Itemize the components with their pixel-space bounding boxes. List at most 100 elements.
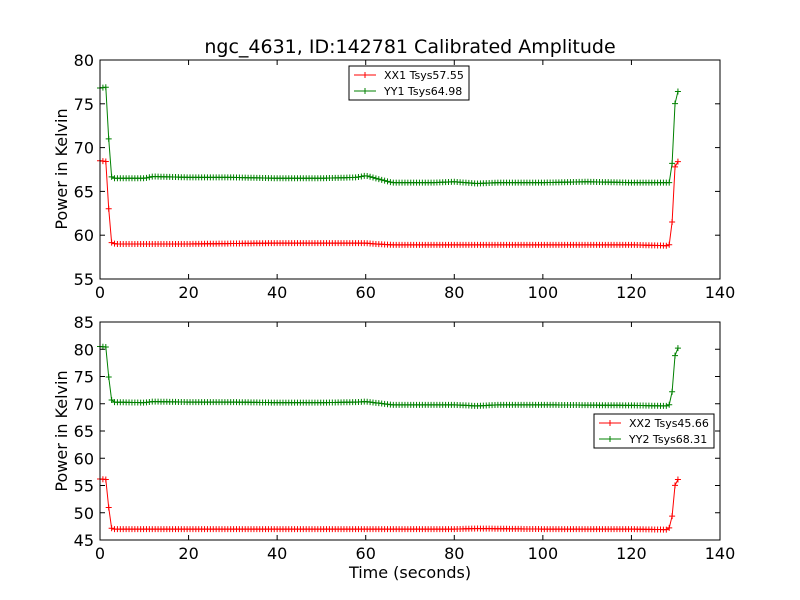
series-yy2	[97, 343, 681, 409]
top-plot-panel: 0 20 40 60 80 100 120 140 55 60 65 70 75 80 XX1 Tsys57…	[74, 51, 736, 302]
series-line	[99, 86, 679, 184]
x-tick-label: 80	[444, 283, 464, 302]
legend-marker	[362, 88, 368, 94]
data-point-marker	[672, 100, 679, 107]
data-point-marker	[105, 135, 112, 142]
y-tick-label: 70	[74, 395, 94, 414]
bottom-plot-panel: 0 20 40 60 80 100 120 140 45 50 55 60 65 70 75 80 85 XX2 …	[74, 313, 736, 563]
data-point-marker	[146, 174, 153, 181]
series-line	[99, 160, 679, 247]
x-tick-label: 0	[95, 283, 105, 302]
series-line	[99, 346, 679, 407]
data-point-marker	[666, 524, 673, 531]
data-point-marker	[672, 482, 679, 489]
data-point-marker	[666, 401, 673, 408]
data-point-marker	[358, 173, 365, 180]
data-point-marker	[364, 173, 371, 180]
x-tick-label: 120	[616, 283, 647, 302]
x-tick-label: 140	[705, 283, 736, 302]
data-point-marker	[108, 525, 115, 532]
axes-frame	[99, 59, 721, 280]
y-tick-label: 60	[74, 449, 94, 468]
data-point-marker	[669, 218, 676, 225]
data-point-marker	[355, 174, 362, 181]
legend-marker	[607, 436, 613, 442]
data-point-marker	[669, 388, 676, 395]
data-point-marker	[384, 178, 391, 185]
data-point-marker	[105, 374, 112, 380]
y-tick-label: 80	[74, 51, 94, 70]
data-point-marker	[369, 174, 376, 181]
data-point-marker	[666, 179, 673, 186]
data-point-marker	[674, 476, 681, 483]
legend-box	[348, 65, 470, 101]
x-tick-label: 100	[528, 544, 559, 563]
data-point-marker	[666, 241, 673, 248]
x-tick-label: 60	[356, 283, 376, 302]
series-xx1	[97, 157, 681, 249]
y-tick-label: 45	[74, 531, 94, 550]
data-point-marker	[669, 160, 676, 167]
series-xx2	[97, 475, 681, 533]
data-point-marker	[381, 177, 388, 184]
x-axis-label: Time (seconds)	[348, 563, 471, 582]
data-point-marker	[674, 88, 681, 95]
data-point-marker	[378, 176, 385, 183]
series-line	[99, 478, 679, 531]
data-point-marker	[102, 84, 109, 91]
data-point-marker	[108, 173, 115, 180]
data-point-marker	[102, 476, 109, 483]
legend-box	[593, 413, 715, 449]
x-tick-label: 40	[267, 544, 287, 563]
y-tick-label: 65	[74, 182, 94, 201]
x-tick-label: 100	[528, 283, 559, 302]
x-tick-label: 140	[705, 544, 736, 563]
x-tick-label: 40	[267, 283, 287, 302]
data-point-marker	[105, 504, 112, 511]
data-point-marker	[367, 173, 374, 180]
data-point-marker	[674, 158, 681, 165]
chart-title: ngc_4631, ID:142781 Calibrated Amplitude	[204, 36, 615, 58]
y-tick-label: 55	[74, 270, 94, 289]
y-tick-label: 75	[74, 368, 94, 387]
data-point-marker	[672, 163, 679, 170]
legend-label: YY2 Tsys68.31	[628, 433, 707, 446]
y-tick-label: 75	[74, 95, 94, 114]
legend-label: XX1 Tsys57.55	[384, 69, 464, 82]
x-tick-label: 60	[356, 544, 376, 563]
data-point-marker	[672, 352, 679, 359]
data-point-marker	[669, 513, 676, 520]
y-axis-label-bottom: Power in Kelvin	[52, 370, 71, 491]
legend: XX1 Tsys57.55 YY1 Tsys64.98	[348, 65, 470, 101]
data-point-marker	[143, 174, 150, 181]
data-point-marker	[102, 344, 109, 350]
data-point-marker	[102, 158, 109, 165]
legend: XX2 Tsys45.66 YY2 Tsys68.31	[593, 413, 715, 449]
x-tick-label: 20	[178, 544, 198, 563]
x-tick-label: 0	[95, 544, 105, 563]
legend-marker	[607, 420, 613, 426]
x-tick-label: 120	[616, 544, 647, 563]
data-point-marker	[674, 345, 681, 352]
data-point-marker	[108, 239, 115, 246]
y-axis-label-top: Power in Kelvin	[52, 108, 71, 229]
y-tick-label: 85	[74, 313, 94, 332]
data-point-marker	[375, 176, 382, 183]
y-tick-label: 50	[74, 504, 94, 523]
data-point-marker	[663, 242, 670, 249]
y-tick-label: 60	[74, 226, 94, 245]
y-tick-label: 65	[74, 422, 94, 441]
y-tick-label: 55	[74, 477, 94, 496]
y-tick-label: 80	[74, 340, 94, 359]
data-point-marker	[663, 402, 670, 409]
x-tick-label: 80	[444, 544, 464, 563]
legend-marker	[362, 72, 368, 78]
series-yy1	[97, 84, 681, 187]
x-tick-label: 20	[178, 283, 198, 302]
legend-label: YY1 Tsys64.98	[383, 85, 462, 98]
y-tick-label: 70	[74, 139, 94, 158]
legend-label: XX2 Tsys45.66	[629, 417, 709, 430]
data-point-marker	[105, 205, 112, 212]
data-point-marker	[372, 175, 379, 182]
